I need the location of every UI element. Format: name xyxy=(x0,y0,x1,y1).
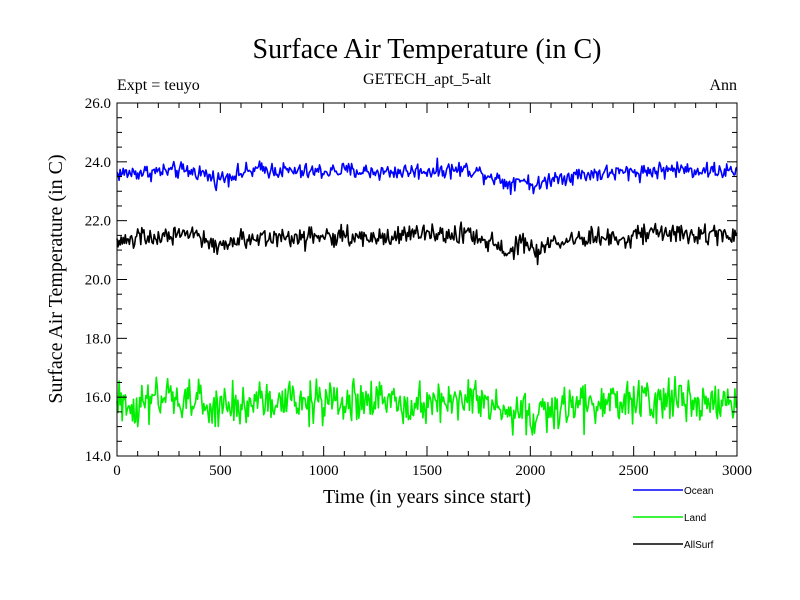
chart-subtitle: GETECH_apt_5-alt xyxy=(363,71,492,88)
series-line-allsurf xyxy=(116,221,738,266)
legend-label-land: Land xyxy=(684,513,706,524)
series-layer xyxy=(116,157,738,436)
x-axis: 0 500 1000 1500 2000 2500 3000 xyxy=(113,103,752,479)
x-tick-label: 0 xyxy=(113,463,121,479)
y-axis-label: Surface Air Temperature (in C) xyxy=(45,154,67,403)
x-tick-label: 2000 xyxy=(515,463,545,479)
x-axis-label: Time (in years since start) xyxy=(323,486,531,508)
y-axis: 14.0 16.0 18.0 20.0 22.0 24.0 26.0 xyxy=(85,96,737,465)
y-tick-label: 14.0 xyxy=(85,449,111,465)
series-line-land xyxy=(116,375,738,436)
legend: Ocean Land AllSurf xyxy=(633,486,714,551)
y-tick-label: 18.0 xyxy=(85,331,111,347)
y-tick-label: 24.0 xyxy=(85,155,111,171)
x-tick-label: 2500 xyxy=(619,463,649,479)
y-tick-label: 20.0 xyxy=(85,273,111,289)
period-label: Ann xyxy=(709,77,737,94)
experiment-label: Expt = teuyo xyxy=(117,77,200,94)
x-tick-label: 1000 xyxy=(309,463,339,479)
y-tick-label: 26.0 xyxy=(85,96,111,112)
legend-label-ocean: Ocean xyxy=(684,486,713,497)
x-tick-label: 3000 xyxy=(722,463,752,479)
legend-label-allsurf: AllSurf xyxy=(684,540,714,551)
series-line-ocean xyxy=(116,157,738,196)
chart-title: Surface Air Temperature (in C) xyxy=(253,34,602,65)
x-tick-label: 500 xyxy=(209,463,232,479)
y-tick-label: 22.0 xyxy=(85,214,111,230)
x-tick-label: 1500 xyxy=(412,463,442,479)
y-tick-label: 16.0 xyxy=(85,390,111,406)
